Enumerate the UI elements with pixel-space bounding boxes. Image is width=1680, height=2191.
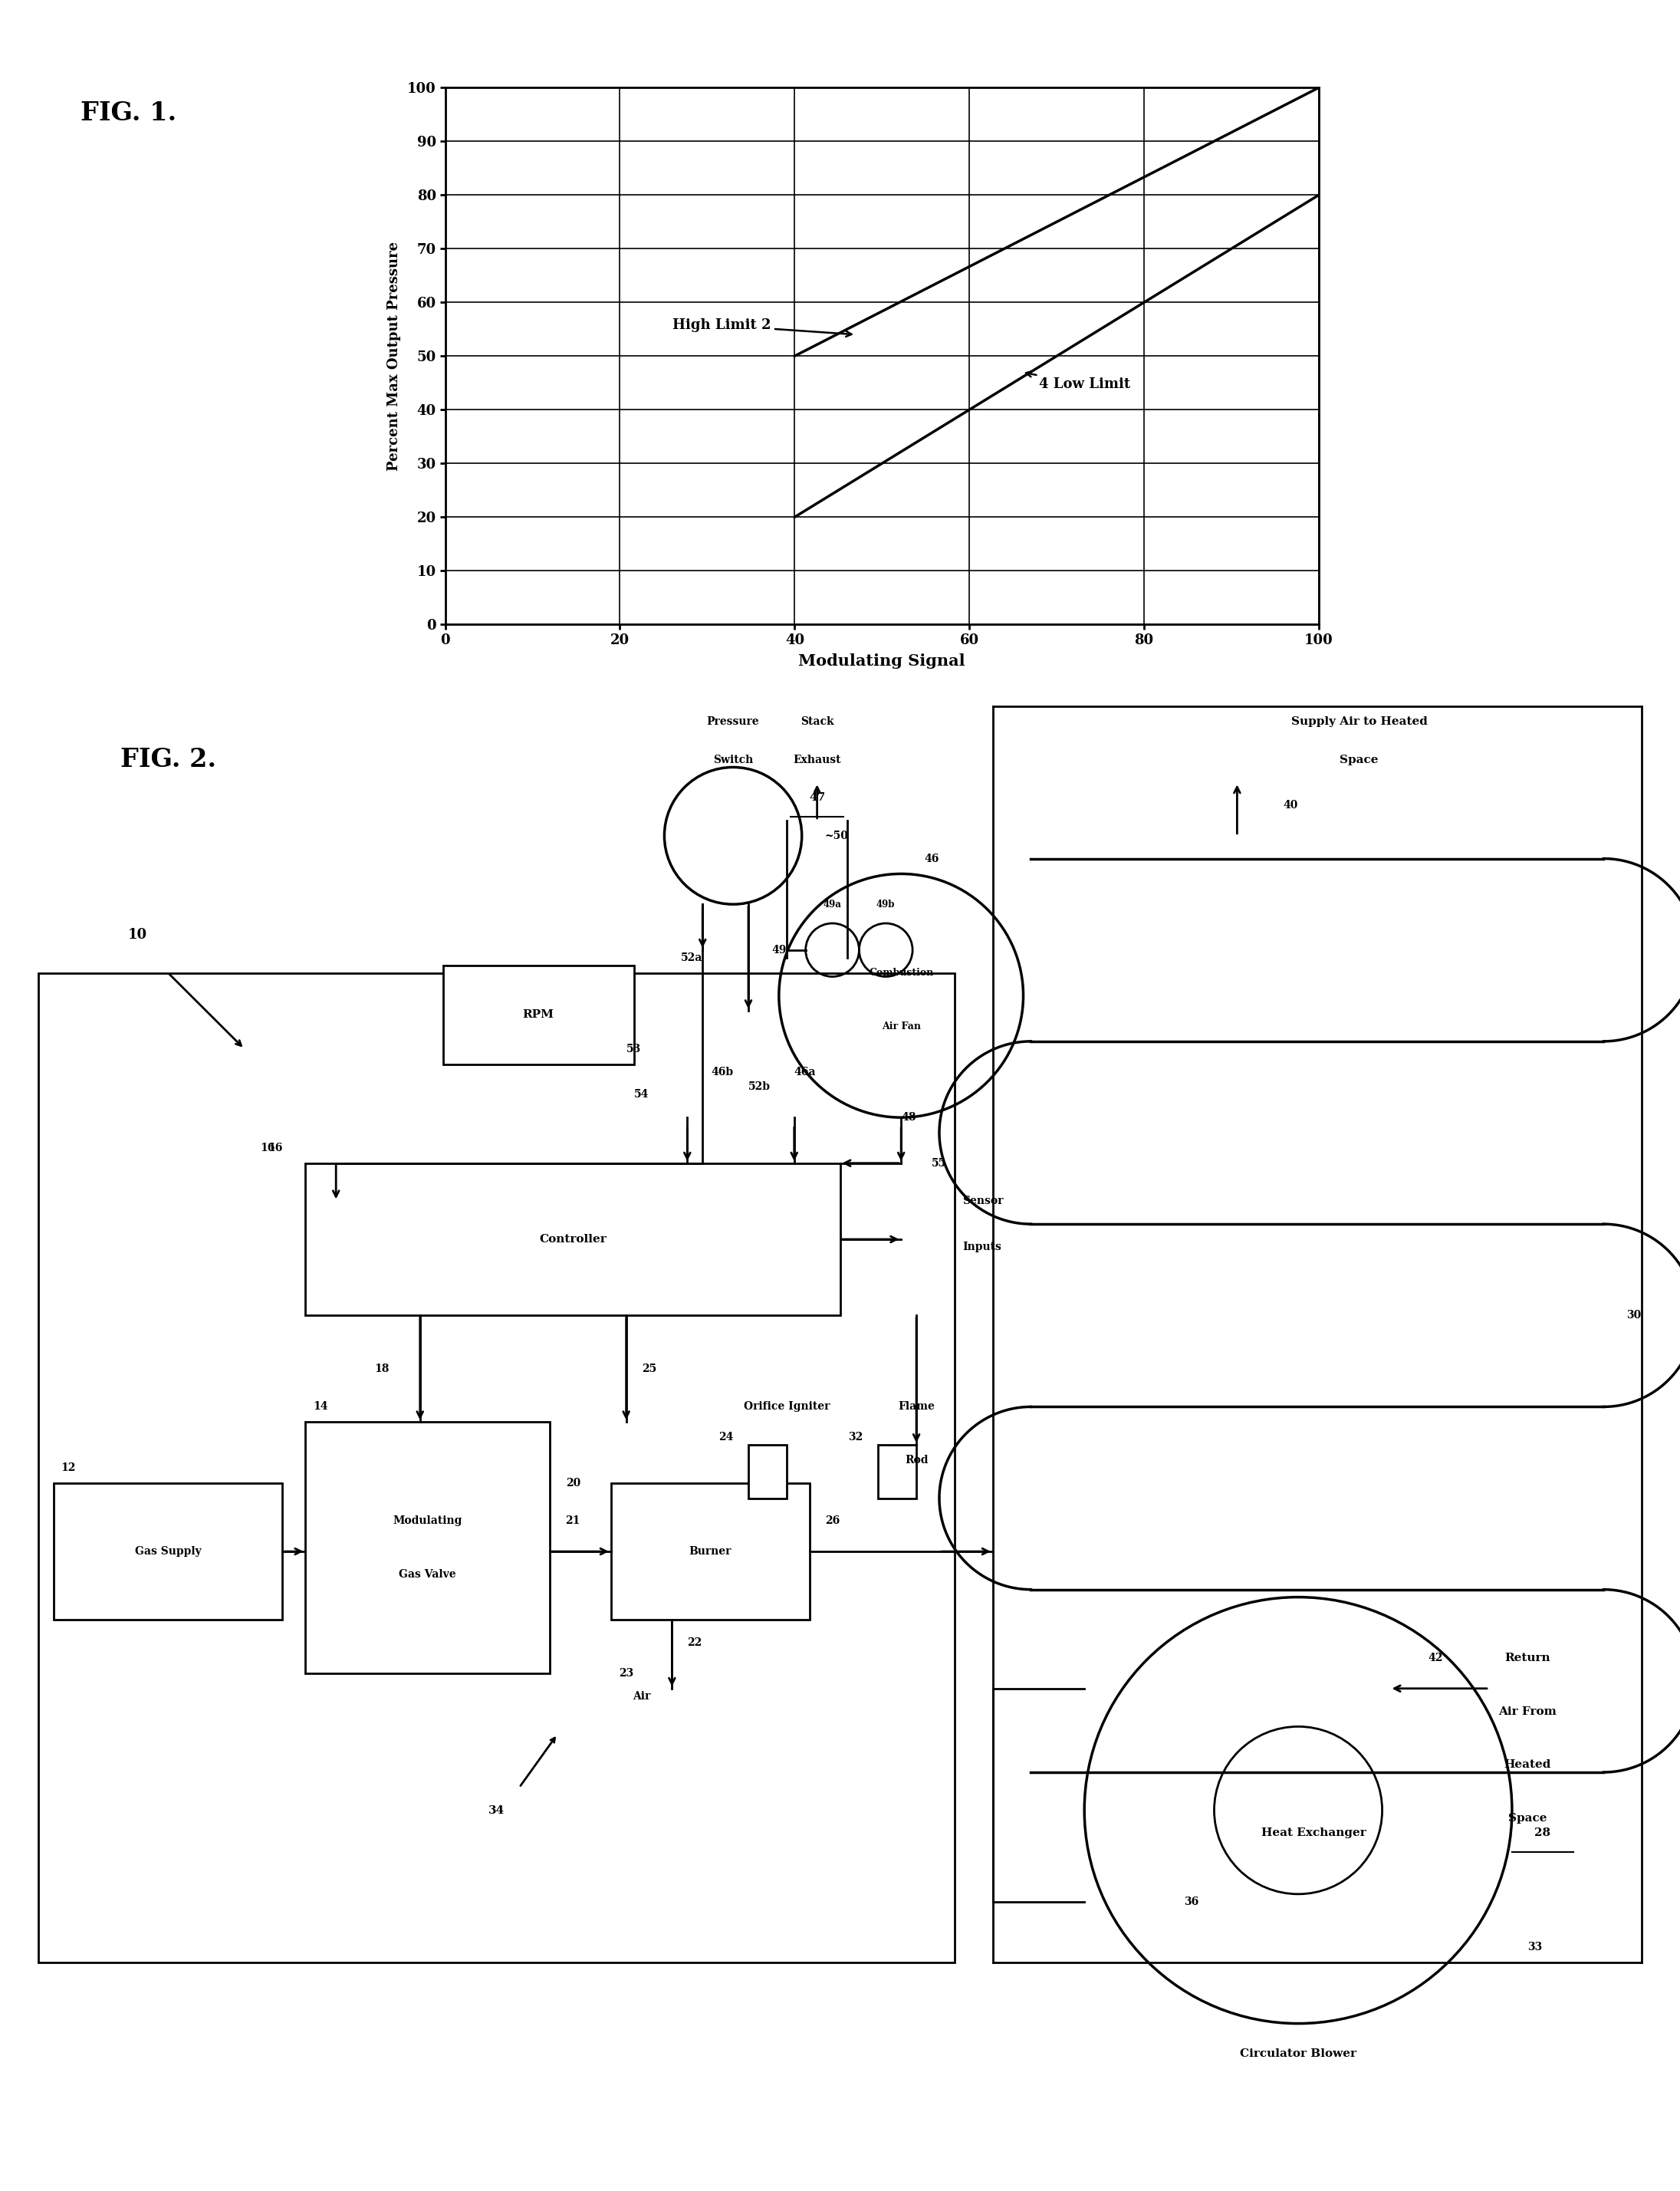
Text: Exhaust: Exhaust <box>793 754 842 765</box>
Text: 24: 24 <box>719 1433 732 1442</box>
FancyBboxPatch shape <box>612 1483 810 1619</box>
FancyBboxPatch shape <box>879 1444 916 1499</box>
Text: 49: 49 <box>771 944 786 955</box>
X-axis label: Modulating Signal: Modulating Signal <box>798 653 966 668</box>
Text: Burner: Burner <box>689 1547 731 1558</box>
Text: 46: 46 <box>924 852 939 863</box>
Text: 28: 28 <box>1534 1827 1551 1838</box>
Text: 16: 16 <box>260 1142 276 1152</box>
Text: Heat Exchanger: Heat Exchanger <box>1262 1827 1366 1838</box>
Text: Pressure: Pressure <box>707 716 759 727</box>
Text: 54: 54 <box>635 1089 648 1100</box>
Text: 47: 47 <box>810 793 825 804</box>
Text: 22: 22 <box>687 1637 702 1648</box>
Text: 46b: 46b <box>711 1067 732 1078</box>
Text: Sensor: Sensor <box>963 1196 1003 1207</box>
Text: Controller: Controller <box>539 1234 606 1244</box>
Text: 46a: 46a <box>795 1067 816 1078</box>
Text: 49a: 49a <box>823 898 842 909</box>
Text: 4 Low Limit: 4 Low Limit <box>1026 370 1131 392</box>
Text: Space: Space <box>1341 754 1379 765</box>
Text: 40: 40 <box>1284 800 1297 811</box>
Text: 20: 20 <box>566 1477 580 1488</box>
Text: 49b: 49b <box>877 898 895 909</box>
Text: Combustion: Combustion <box>869 968 934 977</box>
Text: 53: 53 <box>627 1043 642 1054</box>
Text: Modulating: Modulating <box>393 1516 462 1527</box>
FancyBboxPatch shape <box>306 1422 549 1674</box>
Text: Rod: Rod <box>904 1455 927 1466</box>
Text: Air From: Air From <box>1499 1707 1556 1718</box>
Text: 21: 21 <box>564 1516 580 1527</box>
Text: 33: 33 <box>1527 1941 1542 1952</box>
Text: Air Fan: Air Fan <box>882 1021 921 1032</box>
Text: 16: 16 <box>267 1142 282 1152</box>
Text: 34: 34 <box>489 1805 504 1816</box>
Text: 25: 25 <box>642 1363 657 1374</box>
Text: 52b: 52b <box>748 1082 771 1093</box>
Text: 18: 18 <box>375 1363 390 1374</box>
Text: Circulator Blower: Circulator Blower <box>1240 2049 1356 2060</box>
Text: FIG. 1.: FIG. 1. <box>81 101 176 125</box>
Text: FIG. 2.: FIG. 2. <box>119 747 217 771</box>
Text: RPM: RPM <box>522 1010 554 1021</box>
Text: Stack: Stack <box>800 716 833 727</box>
Text: High Limit 2: High Limit 2 <box>672 318 852 337</box>
Text: Flame: Flame <box>899 1402 934 1413</box>
Text: Orifice Igniter: Orifice Igniter <box>744 1402 830 1413</box>
Text: 14: 14 <box>312 1402 328 1413</box>
Text: Gas Supply: Gas Supply <box>134 1547 202 1558</box>
Text: 36: 36 <box>1184 1895 1198 1906</box>
Text: Heated: Heated <box>1504 1759 1551 1770</box>
Text: 32: 32 <box>848 1433 864 1442</box>
Text: 52a: 52a <box>680 953 702 964</box>
Y-axis label: Percent Max Output Pressure: Percent Max Output Pressure <box>386 241 402 471</box>
FancyBboxPatch shape <box>444 966 633 1065</box>
Text: 55: 55 <box>932 1157 946 1168</box>
Text: 26: 26 <box>825 1516 840 1527</box>
Text: 12: 12 <box>60 1461 76 1472</box>
Text: Supply Air to Heated: Supply Air to Heated <box>1290 716 1428 727</box>
FancyBboxPatch shape <box>306 1163 840 1315</box>
Text: 42: 42 <box>1428 1652 1443 1663</box>
Text: 10: 10 <box>128 927 148 942</box>
Text: Air: Air <box>633 1691 650 1702</box>
Text: 48: 48 <box>900 1113 916 1122</box>
Text: Switch: Switch <box>712 754 753 765</box>
Text: Space: Space <box>1509 1812 1547 1823</box>
Text: ~50: ~50 <box>825 830 848 841</box>
Text: Gas Valve: Gas Valve <box>400 1569 457 1580</box>
Text: Inputs: Inputs <box>963 1242 1001 1253</box>
Text: Return: Return <box>1504 1652 1551 1663</box>
Text: 30: 30 <box>1626 1310 1641 1321</box>
FancyBboxPatch shape <box>39 973 954 1963</box>
Text: 23: 23 <box>618 1667 633 1678</box>
FancyBboxPatch shape <box>54 1483 282 1619</box>
FancyBboxPatch shape <box>748 1444 786 1499</box>
